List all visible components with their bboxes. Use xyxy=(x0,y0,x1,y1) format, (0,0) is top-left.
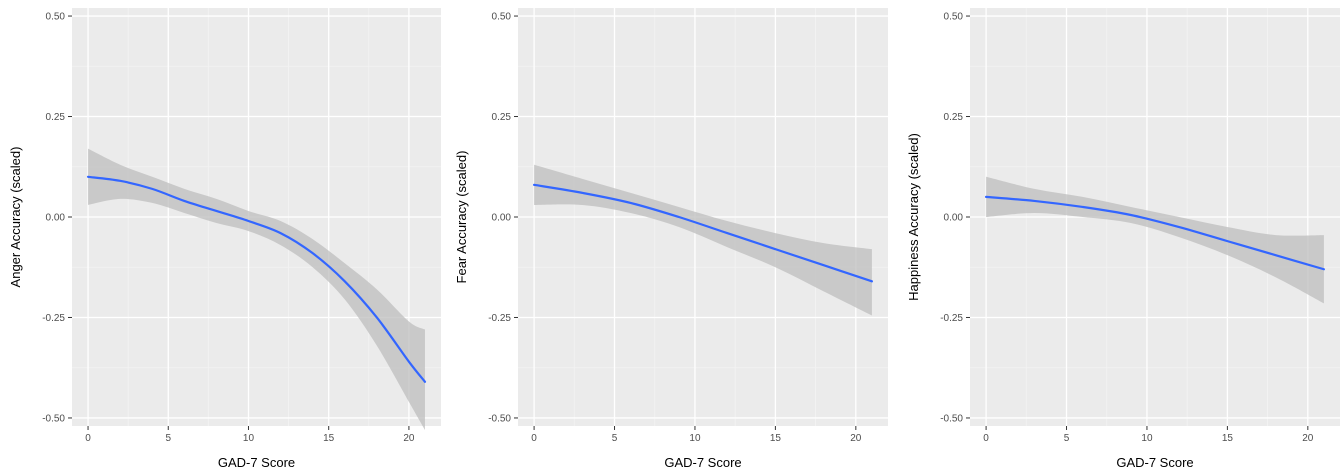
fear-confidence-band xyxy=(534,164,872,316)
happiness-chart: 0 5 10 15 20 0.50 0.25 0.00 -0.25 -0.50 GAD-7 Scor… xyxy=(906,8,1340,470)
happiness-x-tick-label: 0 xyxy=(983,433,989,444)
happiness-x-tick-label: 10 xyxy=(1141,433,1153,444)
fear-x-tick-label: 10 xyxy=(689,433,701,444)
fear-y-tick-label: -0.25 xyxy=(488,313,511,324)
happiness-y-tick-label: -0.25 xyxy=(940,313,963,324)
anger-x-tick-label: 5 xyxy=(165,433,171,444)
anger-x-tick-label: 20 xyxy=(403,433,415,444)
fear-y-tick-label: 0.00 xyxy=(492,213,512,224)
fear-x-tick-label: 15 xyxy=(770,433,782,444)
anger-x-axis-title: GAD-7 Score xyxy=(218,455,295,470)
anger-confidence-band xyxy=(88,148,425,431)
fear-chart: 0 5 10 15 20 0.50 0.25 0.00 -0.25 -0.50 GAD-7 Scor… xyxy=(454,8,888,470)
fear-y-axis-title: Fear Accuracy (scaled) xyxy=(454,151,469,284)
happiness-y-axis-title: Happiness Accuracy (scaled) xyxy=(906,133,921,301)
fear-trend-line xyxy=(532,183,874,283)
anger-y-tick-label: 0.25 xyxy=(46,112,66,123)
anger-y-tick-label: 0.50 xyxy=(46,12,66,23)
fear-x-tick-label: 5 xyxy=(612,433,618,444)
anger-chart: 0 5 10 15 20 0.50 0.25 0.00 -0.25 -0.50 GAD-7 Scor… xyxy=(8,8,441,470)
happiness-y-tick-label: -0.50 xyxy=(940,413,963,424)
anger-trend-line xyxy=(86,175,427,383)
anger-y-tick-label: -0.25 xyxy=(42,313,65,324)
happiness-x-axis-title: GAD-7 Score xyxy=(1116,455,1193,470)
happiness-x-tick-label: 20 xyxy=(1302,433,1314,444)
anger-y-tick-label: -0.50 xyxy=(42,413,65,424)
happiness-x-tick-label: 15 xyxy=(1222,433,1234,444)
happiness-y-tick-label: 0.50 xyxy=(944,12,964,23)
fear-x-axis-title: GAD-7 Score xyxy=(664,455,741,470)
anger-y-axis-title: Anger Accuracy (scaled) xyxy=(8,147,23,288)
fear-x-tick-label: 20 xyxy=(850,433,862,444)
fear-y-tick-label: 0.25 xyxy=(492,112,512,123)
fear-y-tick-label: 0.50 xyxy=(492,12,512,23)
happiness-y-tick-label: 0.00 xyxy=(944,213,964,224)
anger-y-tick-label: 0.00 xyxy=(46,213,66,224)
fear-x-tick-label: 0 xyxy=(531,433,537,444)
fear-y-tick-label: -0.50 xyxy=(488,413,511,424)
anger-x-tick-label: 15 xyxy=(323,433,335,444)
anger-x-tick-label: 10 xyxy=(243,433,255,444)
happiness-y-tick-label: 0.25 xyxy=(944,112,964,123)
happiness-trend-line xyxy=(984,195,1326,271)
happiness-confidence-band xyxy=(986,176,1324,304)
anger-x-tick-label: 0 xyxy=(85,433,91,444)
happiness-x-tick-label: 5 xyxy=(1064,433,1070,444)
